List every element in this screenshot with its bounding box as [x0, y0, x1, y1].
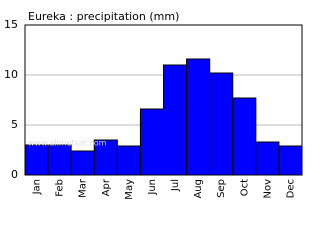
- bar: [139, 108, 165, 176]
- chart-title: Eureka : precipitation (mm): [28, 10, 179, 23]
- x-tick-label: Jun: [147, 179, 158, 196]
- x-tick-label: Feb: [55, 179, 66, 197]
- bar: [163, 64, 188, 176]
- x-tick-label: Apr: [101, 178, 112, 196]
- x-tick-label: Sep: [216, 179, 227, 198]
- x-tick-label: Aug: [193, 179, 204, 199]
- x-tick-label: Dec: [285, 179, 296, 198]
- y-tick-label: 15: [4, 18, 18, 31]
- y-tick-label: 10: [4, 68, 18, 81]
- bar: [47, 144, 72, 176]
- page: Eureka : precipitation (mm) www.allmetsa…: [4, 10, 303, 200]
- chart: Eureka : precipitation (mm) www.allmetsa…: [4, 10, 303, 200]
- bar: [278, 145, 303, 176]
- x-tick-label: Oct: [239, 179, 250, 196]
- bars: [24, 58, 303, 176]
- bar: [24, 144, 49, 176]
- x-tick-label: Nov: [262, 179, 273, 199]
- x-tick-label: May: [124, 179, 135, 200]
- plot-border: [24, 24, 303, 176]
- watermark: www.allmetsat.com: [28, 139, 107, 148]
- bar: [255, 141, 280, 176]
- y-tick-label: 5: [11, 118, 18, 131]
- bar: [209, 72, 234, 176]
- bar: [186, 58, 211, 176]
- bar: [70, 150, 95, 176]
- x-tick-label: Jul: [170, 179, 181, 192]
- y-tick-label: 0: [11, 168, 18, 181]
- bar: [232, 97, 257, 176]
- x-tick-label: Jan: [32, 179, 43, 195]
- x-tick-label: Mar: [78, 178, 89, 198]
- bar: [116, 145, 141, 176]
